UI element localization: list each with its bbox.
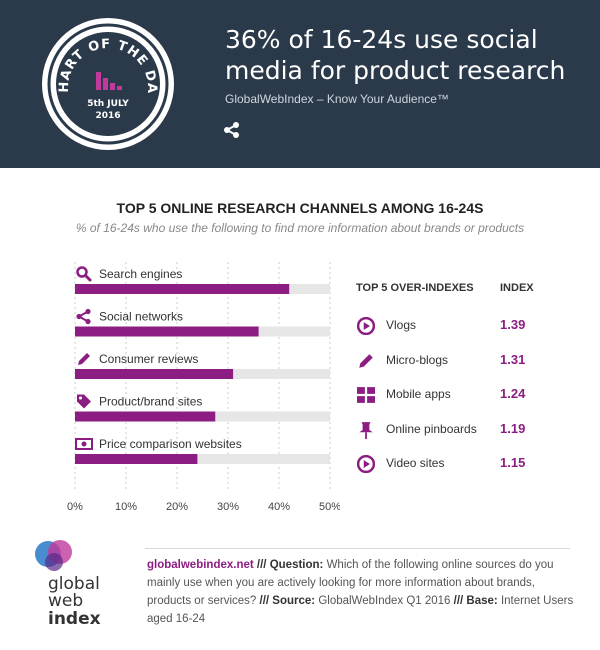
row-icon	[359, 353, 373, 368]
badge-year: 2016	[95, 111, 120, 121]
pencil-icon	[78, 353, 90, 365]
over-index-label: Mobile apps	[386, 387, 451, 401]
over-index-header: TOP 5 OVER-INDEXES	[356, 282, 474, 294]
header-banner: CHART OF THE DAY 5th JULY 2016 36% of 16…	[0, 0, 600, 168]
over-index-value: 1.39	[500, 317, 526, 332]
over-index-label: Online pinboards	[386, 421, 477, 436]
footnote: globalwebindex.net /// Question: Which o…	[147, 556, 577, 628]
bar-track	[75, 454, 330, 464]
badge-date: 5th JULY	[87, 99, 129, 109]
page-subtitle: GlobalWebIndex – Know Your Audience™	[225, 92, 449, 106]
x-tick-label: 30%	[217, 501, 239, 513]
globalwebindex-logo: global web index	[35, 540, 101, 629]
money-icon	[75, 438, 93, 450]
base-label: /// Base:	[453, 595, 498, 607]
row-icon	[357, 317, 375, 335]
category-label: Price comparison websites	[99, 437, 242, 451]
logo-text-global: global	[48, 574, 100, 594]
x-tick-label: 20%	[166, 501, 188, 513]
logo-text-index: index	[48, 609, 101, 629]
over-index-value: 1.31	[500, 351, 526, 367]
share-icon[interactable]	[222, 120, 242, 140]
title-line-2: media for product research	[225, 56, 566, 85]
search-icon	[76, 266, 92, 282]
title-line-1: 36% of 16-24s use social	[225, 25, 538, 54]
category-label: Consumer reviews	[99, 352, 198, 366]
chart-title: TOP 5 ONLINE RESEARCH CHANNELS AMONG 16-…	[116, 200, 484, 216]
category-label: Product/brand sites	[99, 395, 202, 409]
x-tick-label: 40%	[268, 501, 290, 513]
bar	[75, 454, 198, 464]
x-tick-label: 10%	[115, 501, 137, 513]
share-icon	[76, 308, 91, 325]
base-text: Internet Users aged 16-24	[147, 595, 574, 625]
source-label: /// Source:	[259, 595, 316, 607]
tag-icon	[77, 394, 91, 409]
category-label: Search engines	[99, 267, 182, 281]
row-icon	[357, 387, 375, 403]
play-icon	[357, 455, 375, 473]
row-icon	[357, 455, 375, 473]
x-tick-label: 0%	[67, 501, 83, 513]
bar	[75, 369, 234, 379]
footer-divider	[145, 548, 570, 549]
site-link[interactable]: globalwebindex.net	[147, 559, 254, 571]
grid-icon	[357, 387, 375, 403]
source-text: GlobalWebIndex Q1 2016	[318, 595, 451, 607]
play-icon	[357, 317, 375, 335]
over-index-label: Vlogs	[386, 318, 417, 332]
bar	[75, 411, 216, 422]
row-icon	[359, 421, 373, 439]
pin-icon	[359, 421, 373, 439]
bar-chart: 0% 10% 20% 30% 40% 50% Search engines Social ne…	[67, 262, 340, 513]
question-text: Which of the following online sources do…	[147, 559, 554, 607]
chart-subtitle: % of 16-24s who use the following to fin…	[75, 221, 525, 235]
chart-of-the-day-badge: CHART OF THE DAY 5th JULY 2016	[40, 16, 174, 150]
over-index-value: 1.15	[500, 455, 526, 470]
over-index-value: 1.24	[500, 386, 526, 401]
page-title: 36% of 16-24s use social media for produ…	[225, 24, 585, 86]
index-header: INDEX	[500, 282, 534, 294]
question-label: /// Question:	[256, 559, 324, 571]
pencil-icon	[359, 353, 373, 368]
bar-chart-icon	[96, 72, 122, 90]
category-label: Social networks	[99, 310, 183, 324]
bar	[75, 284, 290, 294]
x-tick-label: 50%	[319, 501, 340, 513]
over-index-value: 1.19	[500, 420, 526, 436]
logo-text-web: web	[48, 591, 83, 611]
over-index-label: Video sites	[386, 456, 445, 470]
over-index-label: Micro-blogs	[386, 352, 449, 367]
bar	[75, 326, 259, 337]
